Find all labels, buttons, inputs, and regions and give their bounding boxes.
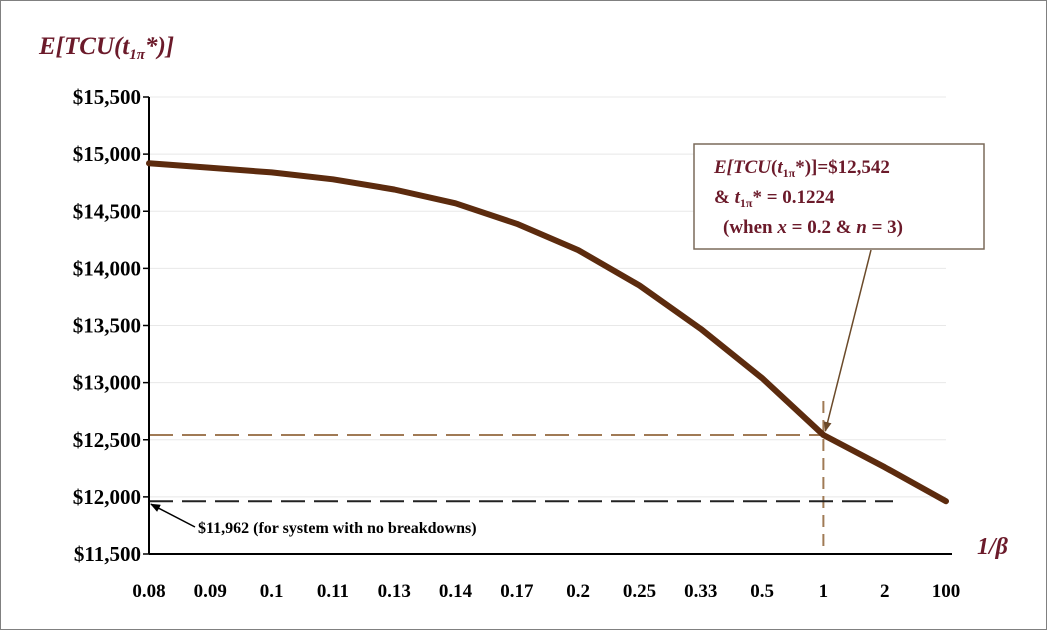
data-point xyxy=(883,465,887,469)
annotation-line-2: & t1π* = 0.1224 xyxy=(714,187,835,210)
data-point xyxy=(454,201,458,205)
data-point xyxy=(515,222,519,226)
annotation-line-3: (when x = 0.2 & n = 3) xyxy=(723,217,903,238)
x-tick-label: 0.17 xyxy=(500,581,534,602)
data-point xyxy=(331,177,335,181)
x-tick-label: 0.2 xyxy=(566,581,590,602)
data-point xyxy=(147,161,151,165)
y-tick-label: $14,500 xyxy=(73,199,141,223)
x-tick-label: 0.14 xyxy=(439,581,473,602)
series-line xyxy=(146,160,949,505)
data-point xyxy=(821,433,825,437)
y-tick-label: $15,000 xyxy=(73,142,141,166)
y-tick-label: $13,000 xyxy=(73,371,141,395)
x-tick-label: 1 xyxy=(819,581,829,602)
data-point xyxy=(944,499,948,503)
y-tick-label: $13,500 xyxy=(73,314,141,338)
x-tick-label: 0.09 xyxy=(194,581,227,602)
x-axis-title: 1/β xyxy=(977,534,1009,560)
data-point xyxy=(392,188,396,192)
x-tick-label: 0.5 xyxy=(750,581,774,602)
data-point xyxy=(699,327,703,331)
annotation-arrow xyxy=(823,249,872,432)
x-tick-label: 100 xyxy=(932,581,961,602)
data-point xyxy=(270,170,274,174)
x-tick-label: 0.1 xyxy=(260,581,284,602)
x-tick-label: 2 xyxy=(880,581,890,602)
x-tick-label: 0.11 xyxy=(317,581,349,602)
y-axis-title: E[TCU(t1π*)] xyxy=(38,33,174,63)
x-tick-label: 0.13 xyxy=(378,581,411,602)
baseline-arrow xyxy=(150,503,196,528)
data-point xyxy=(637,284,641,288)
data-point xyxy=(760,376,764,380)
y-tick-label: $14,000 xyxy=(73,256,141,280)
y-tick-label: $15,500 xyxy=(73,85,141,109)
baseline-label: $11,962 (for system with no breakdowns) xyxy=(198,520,477,537)
annotation-line-1: E[TCU(t1π*)]=$12,542 xyxy=(713,157,890,180)
x-tick-label: 0.33 xyxy=(684,581,717,602)
y-tick-label: $12,500 xyxy=(73,428,141,452)
x-tick-label: 0.08 xyxy=(132,581,165,602)
data-point xyxy=(208,166,212,170)
x-tick-label: 0.25 xyxy=(623,581,656,602)
data-point xyxy=(576,248,580,252)
annotation-box xyxy=(693,143,985,250)
y-tick-label: $12,000 xyxy=(73,485,141,509)
y-tick-label: $11,500 xyxy=(74,542,141,566)
